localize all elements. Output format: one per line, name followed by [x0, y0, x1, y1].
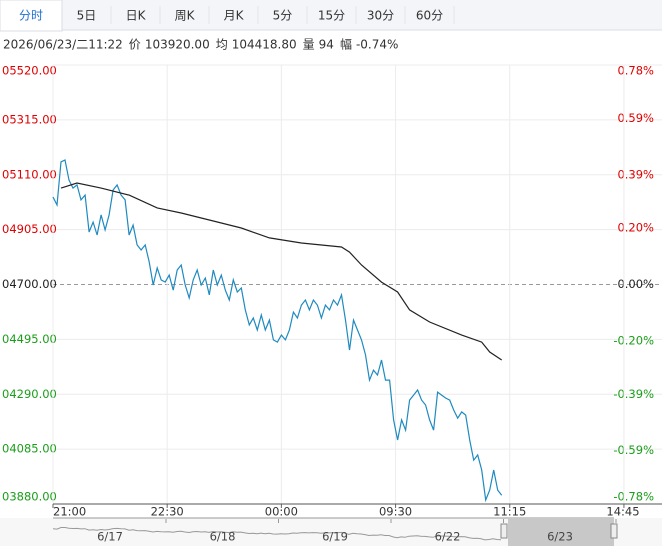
- tab-bar: [0, 0, 662, 30]
- x-tick-label: 14:45: [606, 505, 639, 519]
- series-line: [60, 182, 503, 361]
- navigator-label: 6/23: [547, 530, 573, 544]
- tab[interactable]: 日K: [126, 9, 147, 23]
- y2-tick-label: -0.59%: [613, 443, 654, 457]
- tab[interactable]: 5日: [77, 9, 97, 23]
- x-tick-label: 11:15: [493, 505, 526, 519]
- y2-tick-label: 0.78%: [617, 64, 654, 78]
- tab-active[interactable]: [0, 0, 63, 32]
- x-tick-label: 21:00: [53, 505, 86, 519]
- info-value: 103920.00: [145, 38, 210, 52]
- tab[interactable]: 15分: [318, 9, 345, 23]
- info-label: 量: [303, 38, 315, 52]
- y2-tick-label: 0.20%: [617, 221, 654, 235]
- x-tick-label: 22:30: [151, 505, 184, 519]
- y2-tick-label: 0.00%: [617, 277, 654, 291]
- info-value: 104418.80: [232, 38, 297, 52]
- tab[interactable]: 月K: [224, 9, 245, 23]
- y2-tick-label: -0.39%: [613, 387, 654, 401]
- x-tick-label: 09:30: [379, 505, 412, 519]
- navigator-window[interactable]: [508, 519, 614, 546]
- info-label: 价: [129, 38, 141, 52]
- y-tick-label: 03880.00: [2, 490, 57, 504]
- tab[interactable]: 分时: [19, 9, 43, 23]
- y2-tick-label: -0.78%: [613, 490, 654, 504]
- navigator-label: 6/19: [322, 530, 348, 544]
- y-tick-label: 05520.00: [2, 64, 57, 78]
- y2-tick-label: 0.59%: [617, 111, 654, 125]
- info-value: -0.74%: [356, 38, 398, 52]
- y-tick-label: 04905.00: [2, 222, 57, 236]
- y-tick-label: 05315.00: [2, 112, 57, 126]
- info-label: 幅: [340, 37, 352, 52]
- info-datetime: 2026/06/23/二11:22: [3, 38, 123, 52]
- y2-tick-label: -0.20%: [613, 333, 654, 347]
- navigator-handle[interactable]: [610, 523, 618, 539]
- tab[interactable]: 5分: [273, 9, 293, 23]
- tab[interactable]: 周K: [175, 9, 196, 23]
- y-tick-label: 04700.00: [2, 277, 57, 291]
- y-tick-label: 05110.00: [2, 167, 57, 181]
- navigator-label: 6/17: [97, 530, 123, 544]
- y-tick-label: 04495.00: [2, 332, 57, 346]
- x-tick-label: 00:00: [265, 505, 298, 519]
- navigator-line: [52, 527, 502, 541]
- tab[interactable]: 60分: [416, 9, 443, 23]
- navigator-label: 6/18: [210, 530, 236, 544]
- series-line: [52, 159, 503, 503]
- y-tick-label: 04290.00: [2, 387, 57, 401]
- y-tick-label: 04085.00: [2, 442, 57, 456]
- info-value: 94: [319, 38, 334, 52]
- tab[interactable]: 30分: [367, 9, 394, 23]
- info-label: 均: [216, 38, 228, 52]
- y2-tick-label: 0.39%: [617, 167, 654, 181]
- navigator-handle[interactable]: [500, 523, 508, 539]
- navigator-label: 6/22: [435, 530, 461, 544]
